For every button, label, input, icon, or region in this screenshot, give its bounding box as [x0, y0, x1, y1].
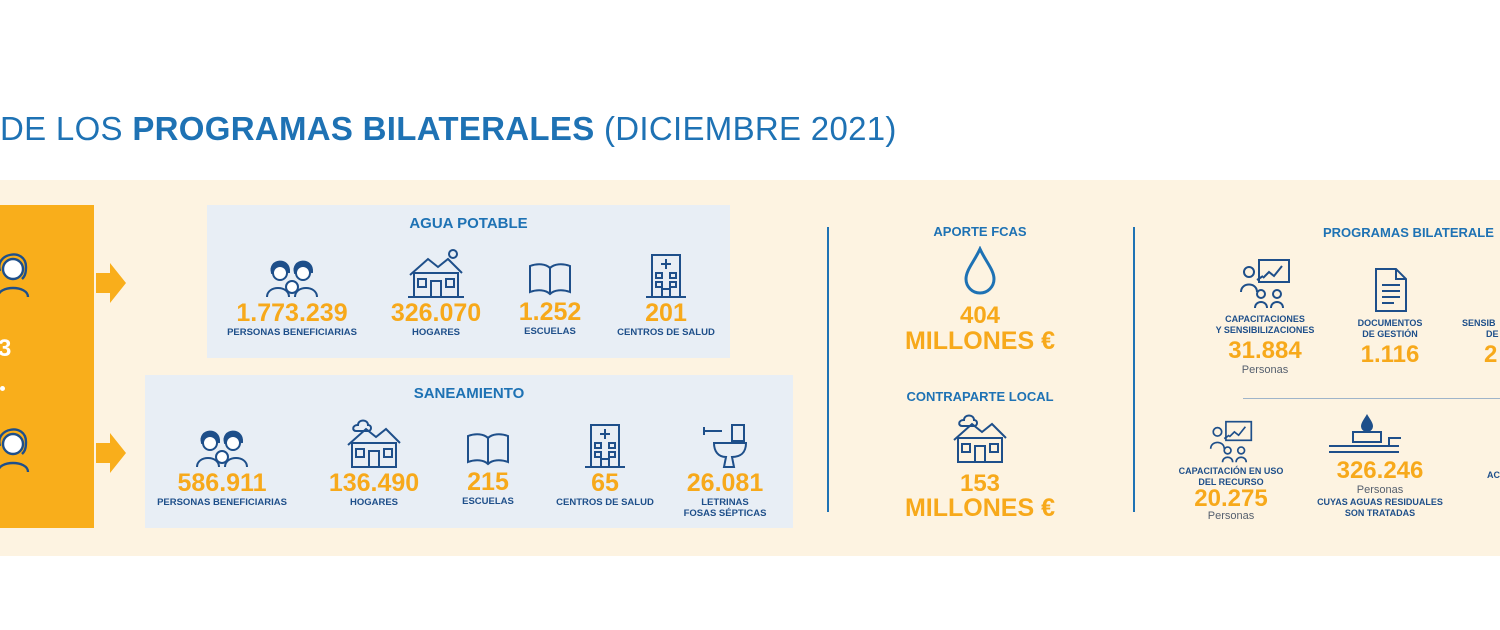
saneamiento-panel: SANEAMIENTO 586.911 PERSONAS BENEFICIARI…	[145, 375, 793, 528]
people-icon	[196, 430, 248, 468]
title-bold: PROGRAMAS BILATERALES	[132, 110, 595, 147]
hospital-icon	[585, 424, 625, 468]
orange-dot	[0, 386, 5, 391]
stat-label: ESCUELAS	[462, 496, 514, 507]
stat-label: Y SENSIBILIZACIONES	[1215, 325, 1315, 335]
stat-value: 215	[467, 468, 509, 496]
stat-sub: Personas	[1241, 364, 1289, 376]
stat-escuelas: 215 ESCUELAS	[443, 430, 533, 507]
orange-summary-column: 3	[0, 205, 94, 528]
stat-capacitaciones: CAPACITACIONES Y SENSIBILIZACIONES 31.88…	[1205, 258, 1325, 377]
stat-value: 326.246	[1336, 457, 1424, 484]
divider	[1133, 227, 1135, 512]
stat-value: 26.081	[686, 469, 764, 497]
stat-label: LETRINAS	[701, 497, 749, 508]
stat-aguas-residuales: 326.246 Personas CUYAS AGUAS RESIDUALES …	[1305, 414, 1455, 519]
stat-label: SON TRATADAS	[1344, 508, 1416, 518]
stat-label: CUYAS AGUAS RESIDUALES	[1317, 497, 1443, 507]
contraparte-local-title: CONTRAPARTE LOCAL	[906, 389, 1054, 404]
stat-label: AC	[1487, 470, 1500, 480]
orange-partial-number: 3	[0, 335, 12, 362]
stat-value: 201	[645, 299, 687, 327]
stat-personas-beneficiarias: 586.911 PERSONAS BENEFICIARIAS	[147, 425, 297, 508]
stat-label: CAPACITACIÓN EN USO	[1178, 466, 1284, 476]
page-title: DE LOS PROGRAMAS BILATERALES (DICIEMBRE …	[0, 110, 897, 148]
document-icon	[1375, 268, 1407, 312]
stat-label: PERSONAS BENEFICIARIAS	[227, 327, 357, 338]
person-icon	[0, 253, 30, 298]
stat-sensibilizacion-partial: SENSIB DE 2	[1462, 318, 1500, 368]
divider	[827, 227, 829, 512]
water-drop-icon	[964, 246, 996, 295]
stat-label: DE GESTIÓN	[1362, 329, 1418, 339]
training-icon	[1240, 259, 1290, 309]
title-prefix: DE LOS	[0, 110, 133, 147]
stat-hogares: 136.490 HOGARES	[319, 415, 429, 508]
stat-label: DE	[1486, 329, 1499, 339]
stat-label: FOSAS SÉPTICAS	[683, 508, 767, 519]
stat-value: 1.773.239	[236, 299, 348, 327]
book-icon	[529, 263, 571, 296]
house-icon	[408, 249, 464, 298]
stat-value: 1.116	[1360, 341, 1420, 368]
stat-label: CENTROS DE SALUD	[617, 327, 715, 338]
water-treatment-icon	[1329, 414, 1401, 453]
aporte-fcas-title: APORTE FCAS	[933, 224, 1027, 239]
stat-letrinas: 26.081 LETRINAS FOSAS SÉPTICAS	[670, 423, 780, 519]
stat-centros-salud: 201 CENTROS DE SALUD	[611, 253, 721, 338]
training-icon	[1209, 420, 1253, 463]
stat-label: CAPACITACIONES	[1225, 314, 1305, 324]
agua-potable-panel: AGUA POTABLE 1.773.239 PERSONAS BENEFICI…	[207, 205, 730, 358]
stat-personas-beneficiarias: 1.773.239 PERSONAS BENEFICIARIAS	[217, 255, 367, 338]
stat-value: 2	[1484, 341, 1498, 368]
stat-sub: Personas	[1356, 484, 1404, 496]
house-icon	[953, 414, 1007, 463]
stat-label: PERSONAS BENEFICIARIAS	[157, 497, 287, 508]
people-icon	[266, 260, 318, 298]
stat-centros-salud: 65 CENTROS DE SALUD	[550, 423, 660, 508]
saneamiento-title: SANEAMIENTO	[413, 385, 525, 402]
person-icon	[0, 428, 30, 473]
stat-value: 586.911	[177, 469, 267, 497]
stat-value: 136.490	[328, 469, 420, 497]
book-icon	[467, 433, 509, 466]
stat-label: CENTROS DE SALUD	[556, 497, 654, 508]
title-suffix: (DICIEMBRE 2021)	[594, 110, 897, 147]
stat-escuelas: 1.252 ESCUELAS	[505, 260, 595, 337]
stat-label: ESCUELAS	[524, 326, 576, 337]
aporte-unit: MILLONES €	[904, 327, 1055, 355]
stat-label: DOCUMENTOS	[1357, 318, 1423, 328]
stat-value: 326.070	[390, 299, 482, 327]
stat-value: 20.275	[1194, 485, 1268, 512]
contraparte-value: 153	[959, 470, 1001, 497]
contraparte-unit: MILLONES €	[904, 494, 1055, 522]
stat-label: SENSIB	[1462, 318, 1496, 328]
stat-label: HOGARES	[349, 497, 399, 508]
stat-sub: Personas	[1207, 510, 1255, 522]
hospital-icon	[646, 254, 686, 298]
stat-value: 31.884	[1228, 337, 1302, 364]
stat-value: 1.252	[518, 298, 582, 326]
aporte-value: 404	[959, 302, 1001, 329]
stat-partial: AC	[1487, 470, 1500, 481]
stat-value: 65	[591, 469, 619, 497]
stat-label: HOGARES	[411, 327, 461, 338]
stat-documentos: DOCUMENTOS DE GESTIÓN 1.116	[1340, 267, 1440, 368]
divider	[1243, 398, 1500, 399]
stat-capacitacion-uso: CAPACITACIÓN EN USO DEL RECURSO 20.275 P…	[1170, 420, 1292, 523]
stat-hogares: 326.070 HOGARES	[381, 249, 491, 338]
stat-label: DEL RECURSO	[1198, 477, 1264, 487]
house-icon	[347, 419, 401, 468]
toilet-icon	[703, 424, 748, 468]
agua-potable-title: AGUA POTABLE	[409, 215, 528, 232]
arrow-right-icon	[96, 263, 126, 303]
arrow-right-icon	[96, 433, 126, 473]
programas-bilaterales-title: PROGRAMAS BILATERALE	[1323, 225, 1494, 240]
